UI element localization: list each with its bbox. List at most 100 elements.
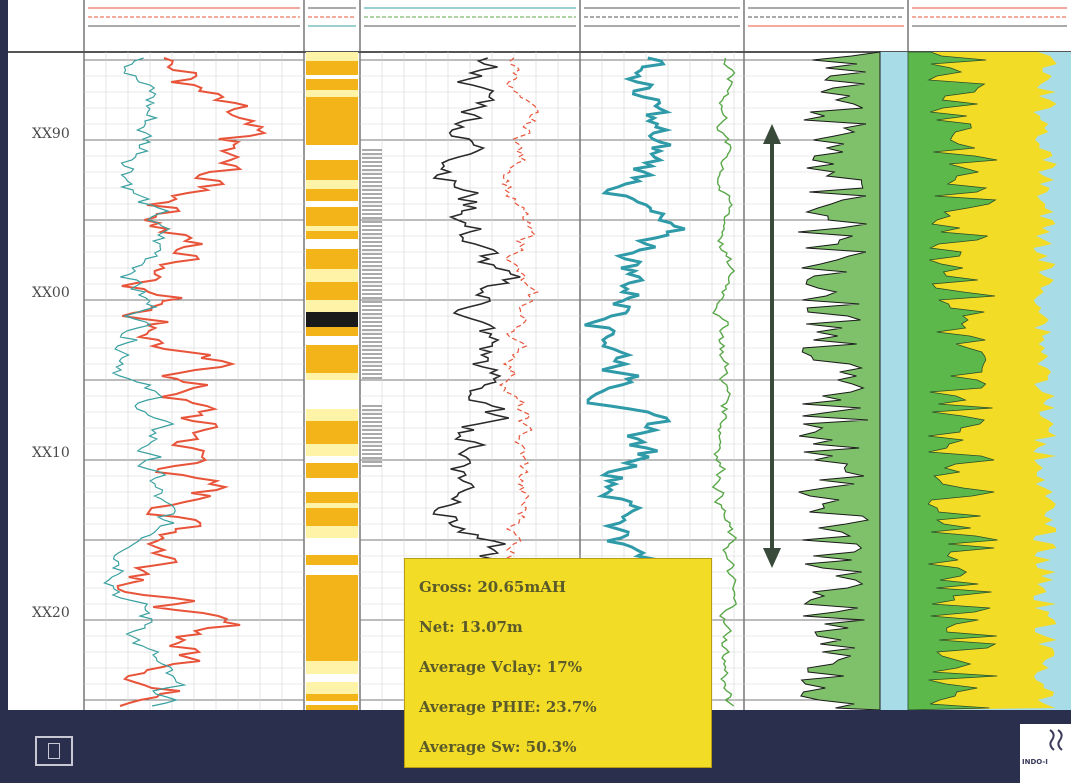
log-curves: [103, 51, 1071, 710]
lithology-band: [306, 207, 358, 216]
lithology-band: [306, 108, 358, 117]
lithology-band: [306, 589, 358, 598]
lithology-band: [306, 139, 358, 145]
company-logo: INDO-I: [1020, 724, 1071, 783]
lithology-band: [306, 90, 358, 97]
lithology-band: [306, 282, 358, 287]
lithology-band: [306, 628, 358, 633]
lithology-band: [306, 160, 358, 165]
lithology-band: [306, 652, 358, 661]
lithology-band: [306, 421, 358, 431]
average-phie: Average PHIE: 23.7%: [419, 698, 597, 716]
lithology-band: [306, 243, 358, 249]
lithology-band: [306, 380, 358, 394]
track-header-band: [8, 0, 1071, 710]
depth-tick-label: XX90: [32, 126, 70, 142]
lithology-band: [306, 61, 358, 66]
lithology-band: [306, 239, 358, 243]
lithology-band: [306, 79, 358, 90]
lithology-band: [306, 97, 358, 108]
reservoir-summary-box: Gross: 20.65mAH Net: 13.07m Average Vcla…: [404, 558, 712, 768]
lithology-band: [306, 644, 358, 652]
arrow-head-up-icon: [763, 124, 781, 144]
lithology-band: [306, 694, 358, 701]
lithology-band: [306, 345, 358, 354]
page-glyph-icon: [48, 743, 60, 759]
lithology-band: [306, 478, 358, 483]
lithology-band: [306, 201, 358, 207]
lithology-band: [306, 522, 358, 526]
lithology-band: [306, 165, 358, 180]
lithology-band: [306, 327, 358, 336]
lithology-band: [306, 409, 358, 421]
volumetric-clay-fill: [907, 51, 998, 710]
lithology-color-track: [306, 52, 382, 710]
lithology-band: [306, 269, 358, 282]
lithology-band: [306, 258, 358, 269]
average-sw: Average Sw: 50.3%: [419, 738, 577, 756]
lithology-band: [306, 431, 358, 438]
lithology-band: [306, 526, 358, 538]
lithology-band: [306, 661, 358, 665]
logo-text: INDO-I: [1022, 758, 1048, 766]
reservoir-interval-arrow: [763, 124, 781, 568]
lithology-band: [306, 312, 358, 327]
depth-axis: XX90 XX00 XX10 XX20: [32, 126, 70, 621]
well-log-chart: XX90 XX00 XX10 XX20: [8, 0, 1071, 710]
lithology-band: [306, 565, 358, 575]
lithology-band: [306, 287, 358, 296]
depth-tick-label: XX00: [32, 285, 70, 301]
lithology-band: [306, 354, 358, 361]
lithology-band: [306, 394, 358, 409]
footer-page-icon[interactable]: [35, 736, 73, 766]
lithology-band: [306, 336, 358, 345]
lithology-band: [306, 189, 358, 201]
lithology-band: [306, 249, 358, 258]
lithology-band: [306, 561, 358, 565]
lithology-band: [306, 444, 358, 456]
depth-tick-label: XX10: [32, 445, 70, 461]
depth-tick-label: XX20: [32, 605, 70, 621]
gamma-ray-curve: [116, 57, 268, 707]
lithology-band: [306, 52, 358, 61]
arrow-head-down-icon: [763, 548, 781, 568]
lithology-band: [306, 483, 358, 492]
lithology-band: [306, 145, 358, 160]
lithology-band: [306, 605, 358, 609]
lithology-band: [306, 598, 358, 605]
saturation-fill: [798, 51, 881, 710]
lithology-band: [306, 226, 358, 231]
lithology-band: [306, 701, 358, 705]
lithology-band: [306, 361, 358, 373]
lithology-band: [306, 129, 358, 139]
lithology-band: [306, 709, 358, 710]
lithology-band: [306, 463, 358, 467]
lithology-band: [306, 231, 358, 239]
lithology-band: [306, 615, 358, 628]
lithology-band: [306, 549, 358, 555]
lithology-band: [306, 682, 358, 694]
lithology-band: [306, 508, 358, 522]
lithology-band: [306, 538, 358, 549]
resistivity-secondary-curve: [711, 57, 738, 707]
lithology-band: [306, 75, 358, 79]
lithology-band: [306, 609, 358, 615]
lithology-band: [306, 467, 358, 478]
lithology-band: [306, 300, 358, 312]
well-log-panel: XX90 XX00 XX10 XX20: [8, 0, 1071, 710]
average-vclay: Average Vclay: 17%: [419, 658, 582, 676]
lithology-band: [306, 492, 358, 503]
lithology-band: [306, 633, 358, 644]
lithology-band: [306, 555, 358, 561]
lithology-band: [306, 117, 358, 129]
gamma-secondary-curve: [103, 57, 187, 707]
lithology-band: [306, 180, 358, 189]
density-curve: [491, 57, 539, 707]
logo-emblem-icon: [1049, 729, 1063, 751]
lithology-band: [306, 373, 358, 380]
lithology-band: [306, 216, 358, 226]
lithology-band: [306, 705, 358, 709]
lithology-band: [306, 438, 358, 444]
lithology-band: [306, 456, 358, 463]
lithology-band: [306, 674, 358, 682]
